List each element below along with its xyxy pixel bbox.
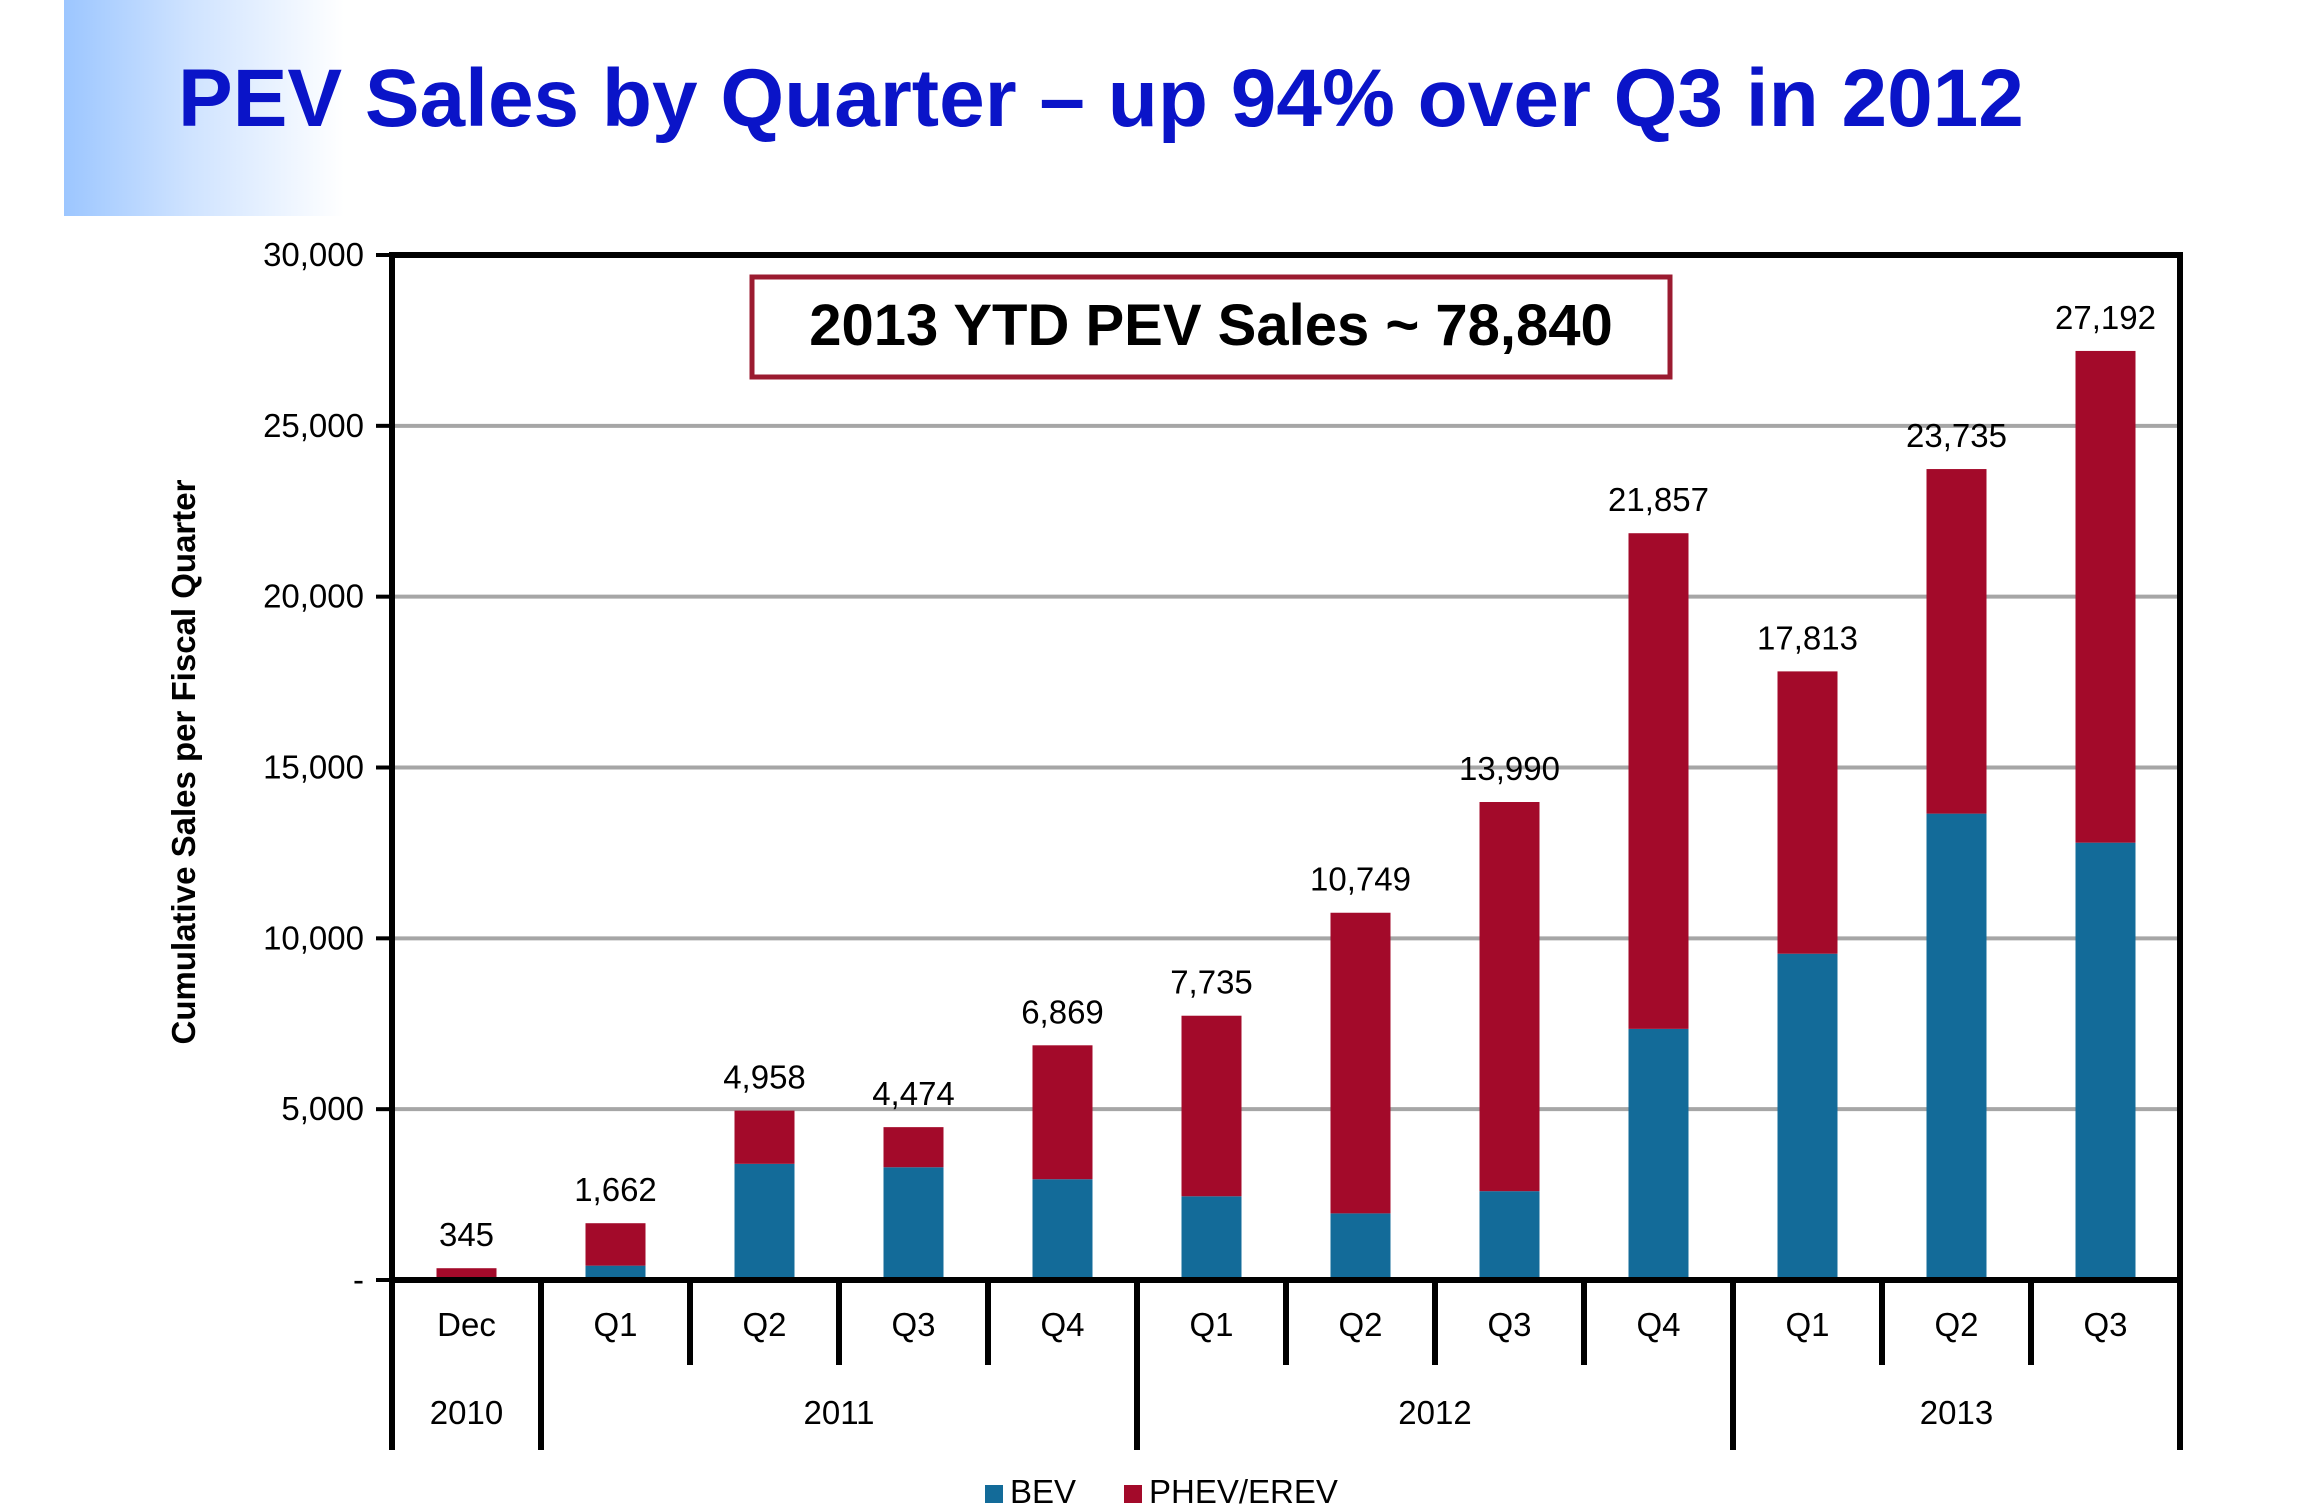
bar-total-label: 10,749	[1310, 861, 1411, 898]
bar-segment-bev	[1777, 953, 1838, 1280]
bar-total-label: 21,857	[1608, 481, 1709, 518]
bar-total-label: 1,662	[574, 1171, 657, 1208]
bar-segment-phev	[1032, 1045, 1093, 1180]
bar-total-label: 7,735	[1170, 964, 1253, 1001]
y-tick-label: 25,000	[263, 407, 364, 444]
legend-swatch-phev	[1124, 1485, 1142, 1503]
slide-title: PEV Sales by Quarter – up 94% over Q3 in…	[178, 53, 2024, 144]
bar-segment-bev	[1628, 1028, 1689, 1280]
y-tick-label: -	[353, 1261, 364, 1298]
x-tick-label: Dec	[437, 1306, 496, 1343]
x-tick-label: Q2	[1338, 1306, 1382, 1343]
bar-segment-phev	[1479, 802, 1540, 1192]
bar-total-label: 4,958	[723, 1059, 806, 1096]
y-tick-label: 10,000	[263, 919, 364, 956]
y-tick-label: 20,000	[263, 578, 364, 615]
x-tick-label: Q2	[742, 1306, 786, 1343]
x-tick-label: Q1	[1189, 1306, 1233, 1343]
bar-segment-bev	[1926, 813, 1987, 1280]
bar-segment-phev	[1330, 912, 1391, 1214]
bar-segment-phev	[585, 1223, 646, 1266]
bar-total-label: 6,869	[1021, 993, 1104, 1030]
bar-total-label: 17,813	[1757, 619, 1858, 656]
bar-segment-bev	[2075, 842, 2136, 1280]
y-tick-label: 15,000	[263, 749, 364, 786]
x-tick-label: Q4	[1636, 1306, 1680, 1343]
y-axis-label: Cumulative Sales per Fiscal Quarter	[165, 479, 202, 1044]
bar-segment-phev	[1777, 671, 1838, 954]
bar-segment-phev	[2075, 350, 2136, 843]
bar-segment-bev	[1479, 1191, 1540, 1280]
x-tick-label: Q3	[1487, 1306, 1531, 1343]
bar-segment-phev	[883, 1127, 944, 1168]
x-tick-label: Q4	[1040, 1306, 1084, 1343]
bar-segment-phev	[436, 1268, 497, 1280]
bars	[436, 350, 2136, 1280]
bar-segment-bev	[1181, 1196, 1242, 1280]
axes: - 5,000 10,000 15,000 20,000 25,000 30,000 Dec Q…	[263, 236, 2183, 1450]
bar-total-label: 4,474	[872, 1075, 955, 1112]
x-tick-label: Q1	[1785, 1306, 1829, 1343]
year-label: 2012	[1398, 1394, 1471, 1431]
x-tick-label: Q3	[891, 1306, 935, 1343]
year-label: 2010	[430, 1394, 503, 1431]
bar-segment-phev	[1628, 533, 1689, 1029]
title-accent-gradient	[64, 0, 344, 216]
bar-segment-phev	[1181, 1015, 1242, 1197]
legend-label-phev: PHEV/EREV	[1149, 1473, 1338, 1508]
bar-total-label: 27,192	[2055, 299, 2156, 336]
y-tick-label: 5,000	[281, 1090, 364, 1127]
x-tick-label: Q2	[1934, 1306, 1978, 1343]
callout-text: 2013 YTD PEV Sales ~ 78,840	[809, 293, 1612, 358]
year-label: 2013	[1920, 1394, 1993, 1431]
bar-segment-bev	[1032, 1179, 1093, 1280]
bar-segment-phev	[734, 1110, 795, 1164]
callout-box	[749, 274, 1673, 380]
legend: BEV PHEV/EREV	[985, 1473, 1338, 1508]
bar-segment-bev	[734, 1163, 795, 1280]
bar-total-label: 23,735	[1906, 417, 2007, 454]
gridlines	[392, 253, 2180, 1112]
legend-swatch-bev	[985, 1485, 1003, 1503]
x-tick-label: Q3	[2083, 1306, 2127, 1343]
y-tick-label: 30,000	[263, 236, 364, 273]
bar-segment-bev	[1330, 1213, 1391, 1280]
x-tick-label: Q1	[593, 1306, 637, 1343]
bar-total-label: 345	[439, 1216, 494, 1253]
bar-segment-bev	[883, 1167, 944, 1280]
ytd-callout: 2013 YTD PEV Sales ~ 78,840	[749, 274, 1673, 380]
bar-segment-bev	[585, 1265, 646, 1280]
bar-total-label: 13,990	[1459, 750, 1560, 787]
year-label: 2011	[804, 1394, 875, 1431]
legend-label-bev: BEV	[1010, 1473, 1076, 1508]
bar-segment-phev	[1926, 469, 1987, 814]
total-labels: 345 1,662 4,958 4,474 6,869 7,735 10,749 13,990…	[439, 299, 2156, 1253]
